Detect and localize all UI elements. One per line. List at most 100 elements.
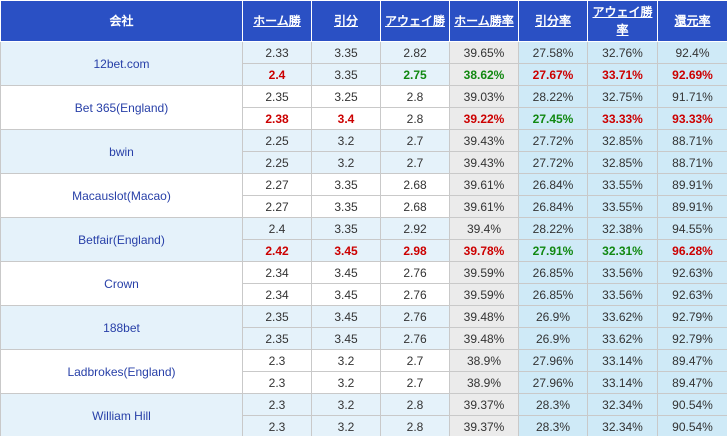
home-odds-value: 2.25 [265, 133, 289, 148]
home-win-rate-value: 39.59% [463, 287, 505, 302]
home-win-rate-value: 39.43% [463, 133, 505, 148]
header-away-label[interactable]: アウェイ勝 [384, 14, 445, 28]
return-rate-cell: 96.28% [657, 239, 727, 262]
header-home-rate-sort[interactable]: ホーム勝率 [449, 0, 519, 42]
bookmaker-name[interactable]: Betfair(England) [78, 232, 165, 247]
home-win-rate-value: 39.61% [463, 177, 505, 192]
draw-odds-value: 3.4 [337, 111, 355, 126]
draw-odds-value: 3.2 [337, 397, 355, 412]
header-away-rate-label-line1[interactable]: アウェイ勝 [592, 5, 653, 19]
return-rate-value: 88.71% [672, 155, 713, 170]
bookmaker-name[interactable]: 12bet.com [93, 56, 150, 71]
header-draw-rate-label[interactable]: 引分率 [534, 14, 571, 28]
home-win-rate-cell: 39.61% [449, 195, 519, 218]
away-odds-value: 2.7 [406, 155, 424, 170]
return-rate-cell: 88.71% [657, 129, 727, 152]
return-rate-value: 92.69% [672, 67, 713, 82]
draw-odds-cell: 3.2 [311, 349, 381, 372]
return-rate-value: 89.47% [672, 375, 713, 390]
home-odds-value: 2.42 [265, 243, 289, 258]
header-home-sort[interactable]: ホーム勝 [242, 0, 312, 42]
bookmaker-name-cell[interactable]: bwin [0, 129, 243, 174]
header-return-rate-sort[interactable]: 還元率 [657, 0, 727, 42]
away-odds-cell: 2.7 [380, 371, 450, 394]
bookmaker-name[interactable]: bwin [109, 144, 134, 159]
bookmaker-row: bwin 2.25 3.2 2.7 39.43% 27.72% 32.85% 88.71% [0, 129, 727, 174]
home-win-rate-cell: 39.65% [449, 41, 519, 64]
away-odds-value: 2.75 [403, 67, 427, 82]
bookmaker-name-cell[interactable]: Macauslot(Macao) [0, 173, 243, 218]
away-odds-value: 2.98 [403, 243, 427, 258]
home-odds-value: 2.3 [268, 419, 286, 434]
return-rate-cell: 90.54% [657, 415, 727, 436]
home-win-rate-cell: 39.22% [449, 107, 519, 130]
away-odds-cell: 2.68 [380, 195, 450, 218]
header-company-label: 会社 [109, 14, 134, 28]
bookmaker-name-cell[interactable]: Bet 365(England) [0, 85, 243, 130]
bookmaker-name[interactable]: Ladbrokes(England) [67, 364, 176, 379]
home-win-rate-value: 39.48% [463, 331, 505, 346]
draw-odds-value: 3.45 [334, 331, 358, 346]
bookmaker-name-cell[interactable]: William Hill [0, 393, 243, 436]
away-odds-cell: 2.8 [380, 415, 450, 436]
away-odds-value: 2.8 [406, 89, 424, 104]
header-draw-label[interactable]: 引分 [333, 14, 358, 28]
draw-odds-value: 3.45 [334, 309, 358, 324]
draw-odds-cell: 3.45 [311, 327, 381, 350]
draw-rate-value: 28.22% [532, 89, 574, 104]
away-odds-cell: 2.8 [380, 393, 450, 416]
home-odds-cell: 2.3 [242, 371, 312, 394]
bookmaker-name-cell[interactable]: Betfair(England) [0, 217, 243, 262]
bookmaker-name[interactable]: Crown [104, 276, 139, 291]
away-win-rate-cell: 33.33% [587, 107, 658, 130]
return-rate-value: 92.79% [672, 309, 713, 324]
bookmaker-name-cell[interactable]: Crown [0, 261, 243, 306]
away-win-rate-value: 33.56% [602, 287, 643, 302]
away-win-rate-value: 32.31% [602, 243, 643, 258]
bookmaker-row: Macauslot(Macao) 2.27 3.35 2.68 39.61% 26.84%… [0, 173, 727, 218]
draw-rate-value: 27.96% [532, 353, 574, 368]
away-odds-value: 2.7 [406, 375, 424, 390]
away-odds-cell: 2.8 [380, 107, 450, 130]
home-win-rate-value: 38.9% [466, 375, 502, 390]
return-rate-value: 89.91% [672, 177, 713, 192]
draw-odds-value: 3.2 [337, 419, 355, 434]
away-win-rate-cell: 32.34% [587, 415, 658, 436]
bookmaker-name[interactable]: Macauslot(Macao) [72, 188, 171, 203]
bookmaker-name[interactable]: Bet 365(England) [74, 100, 169, 115]
draw-rate-cell: 27.96% [518, 371, 588, 394]
home-win-rate-value: 39.48% [463, 309, 505, 324]
return-rate-value: 89.47% [672, 353, 713, 368]
home-odds-cell: 2.4 [242, 217, 312, 240]
return-rate-value: 94.55% [672, 221, 713, 236]
header-home-rate-label[interactable]: ホーム勝率 [454, 14, 514, 28]
header-away-rate-sort[interactable]: アウェイ勝率 [587, 0, 658, 42]
bookmaker-name[interactable]: William Hill [92, 408, 151, 423]
header-home-label[interactable]: ホーム勝 [253, 14, 301, 28]
away-odds-cell: 2.76 [380, 327, 450, 350]
draw-odds-cell: 3.4 [311, 107, 381, 130]
header-away-rate-label-line2[interactable]: 率 [616, 23, 629, 37]
away-win-rate-value: 33.55% [602, 199, 643, 214]
draw-rate-cell: 27.72% [518, 129, 588, 152]
home-win-rate-cell: 39.43% [449, 129, 519, 152]
draw-rate-cell: 27.96% [518, 349, 588, 372]
bookmaker-name-cell[interactable]: 188bet [0, 305, 243, 350]
away-win-rate-cell: 32.38% [587, 217, 658, 240]
draw-odds-value: 3.45 [334, 243, 358, 258]
draw-odds-cell: 3.2 [311, 371, 381, 394]
header-draw-rate-sort[interactable]: 引分率 [518, 0, 588, 42]
return-rate-cell: 92.63% [657, 283, 727, 306]
return-rate-value: 90.54% [672, 397, 713, 412]
away-win-rate-value: 33.71% [602, 67, 643, 82]
header-draw-sort[interactable]: 引分 [311, 0, 381, 42]
bookmaker-name[interactable]: 188bet [103, 320, 140, 335]
bookmaker-row: William Hill 2.3 3.2 2.8 39.37% 28.3% 32.34% 90… [0, 393, 727, 436]
bookmaker-row: 2.27 3.35 2.68 39.61% 26.84% 33.55% 89.91% [1, 195, 727, 218]
bookmaker-name-cell[interactable]: Ladbrokes(England) [0, 349, 243, 394]
bookmaker-name-cell[interactable]: 12bet.com [0, 41, 243, 86]
home-odds-cell: 2.27 [242, 173, 312, 196]
home-odds-value: 2.35 [265, 309, 289, 324]
header-away-sort[interactable]: アウェイ勝 [380, 0, 450, 42]
header-return-rate-label[interactable]: 還元率 [674, 14, 711, 28]
